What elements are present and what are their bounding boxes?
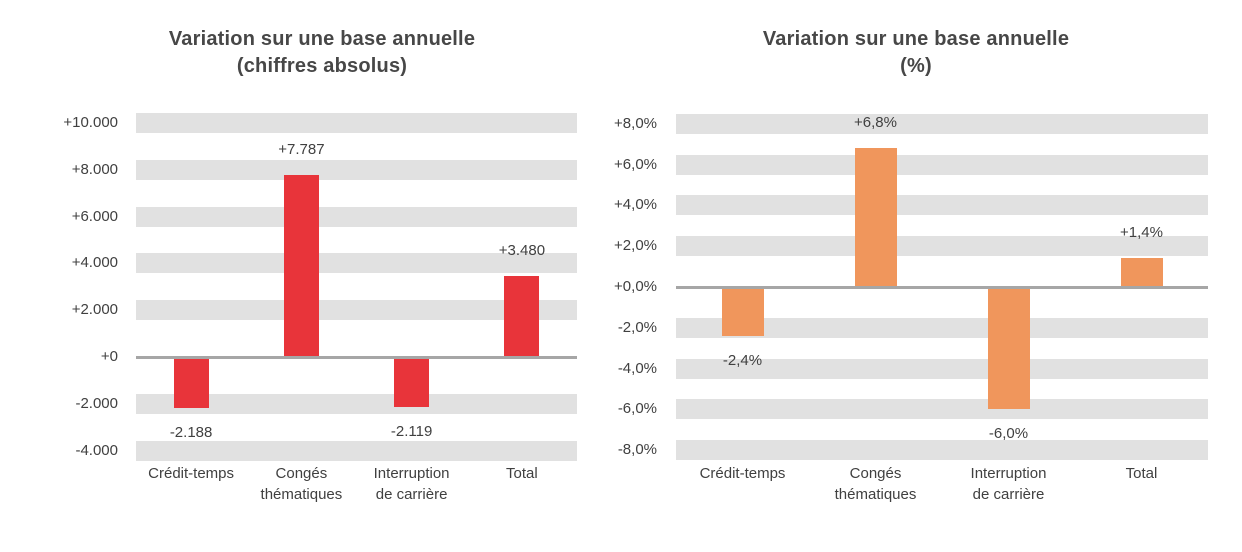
bar-value-label: -2,4% [722, 352, 763, 369]
gridline-band [136, 206, 577, 227]
x-category-label-line: thématiques [834, 486, 917, 503]
bar-cong-s-th-matiques [854, 148, 897, 287]
bar-value-label: +1,4% [1120, 224, 1163, 242]
bar-interruption-de-carri-re [987, 287, 1030, 410]
y-axis-tick-label: +4.000 [71, 254, 118, 272]
y-axis-tick-label: -6,0% [617, 400, 657, 418]
gridline-band [676, 399, 1208, 420]
y-axis-tick-label: +10.000 [63, 114, 118, 131]
bar-value-label: +6,8% [854, 114, 897, 132]
y-axis-tick-label: +8.000 [71, 160, 118, 178]
y-axis-tick-label: -8,0% [617, 441, 657, 459]
gridline-band [136, 159, 577, 180]
bar-value-label: +3.480 [498, 241, 546, 259]
chart-title-line2: (chiffres absolus) [236, 55, 408, 77]
y-axis-tick-label: -4.000 [75, 441, 118, 459]
y-axis-tick-label: +0,0% [614, 278, 657, 295]
y-axis-tick-label: +0 [100, 348, 118, 365]
x-category-label-line: Total [506, 465, 538, 482]
x-category-label-line: Congés [275, 465, 328, 482]
zero-axis-line [136, 355, 577, 359]
gridline-band [136, 253, 577, 274]
gridline-band [676, 236, 1208, 257]
x-category-label: Crédit-temps [668, 463, 818, 484]
x-category-label-line: Crédit-temps [699, 465, 786, 482]
x-category-label-line: de carrière [375, 486, 448, 503]
x-category-label: Congés thématiques [801, 463, 951, 505]
x-category-label: Total [1067, 463, 1217, 484]
x-category-label: Congés thématiques [226, 463, 376, 505]
bar-value-label: +7.787 [278, 140, 325, 158]
chart-title-percent: Variation sur une base annuelle (%) [666, 26, 1166, 80]
bar-value-label: -6,0% [988, 425, 1029, 443]
bar-cr-dit-temps [173, 357, 209, 409]
y-axis-tick-label: +2,0% [614, 237, 657, 255]
chart-title-absolute: Variation sur une base annuelle (chiffre… [72, 26, 572, 80]
y-axis-tick-label: +6,0% [614, 155, 657, 173]
y-axis-tick-label: +4,0% [614, 196, 657, 214]
y-axis-tick-label: -2.000 [75, 394, 118, 412]
bar-value-label: -2.119 [390, 422, 433, 440]
x-category-label-line: Total [1125, 465, 1158, 482]
y-axis-tick-label: +6.000 [71, 207, 118, 225]
bar-interruption-de-carri-re [394, 357, 430, 407]
bar-cong-s-th-matiques [283, 174, 319, 357]
gridline-band [136, 300, 577, 321]
chart-title-line2: (%) [900, 55, 932, 77]
gridline-band [136, 393, 577, 414]
bar-cr-dit-temps [721, 287, 764, 336]
gridline-band [676, 358, 1208, 379]
gridline-band [136, 440, 577, 461]
y-axis-tick-label: +8,0% [614, 114, 657, 132]
x-category-label-line: Congés [849, 465, 902, 482]
gridline-band [676, 154, 1208, 175]
bar-value-label: -2.188 [169, 424, 213, 442]
x-category-label-line: Interruption [970, 465, 1047, 482]
gridline-band [136, 113, 577, 133]
gridline-band [676, 113, 1208, 134]
gridline-band [676, 440, 1208, 461]
zero-axis-line [676, 285, 1208, 289]
x-category-label: Interruption de carrière [934, 463, 1084, 505]
x-category-label-line: Crédit-temps [148, 465, 235, 482]
y-axis-tick-label: -2,0% [617, 318, 657, 336]
gridline-band [676, 317, 1208, 338]
x-category-label: Interruption de carrière [337, 463, 487, 505]
x-category-label-line: Interruption [373, 465, 450, 482]
x-category-label: Crédit-temps [116, 463, 266, 484]
y-axis-tick-label: -4,0% [617, 359, 657, 377]
bar-total [1120, 258, 1163, 287]
x-category-label-line: thématiques [260, 486, 343, 503]
gridline-band [676, 195, 1208, 216]
bar-total [504, 275, 540, 357]
y-axis-tick-label: +2.000 [71, 301, 118, 319]
chart-title-line1: Variation sur une base annuelle [762, 28, 1070, 50]
x-category-label: Total [447, 463, 597, 484]
x-category-label-line: de carrière [972, 486, 1045, 503]
chart-title-line1: Variation sur une base annuelle [168, 28, 476, 50]
